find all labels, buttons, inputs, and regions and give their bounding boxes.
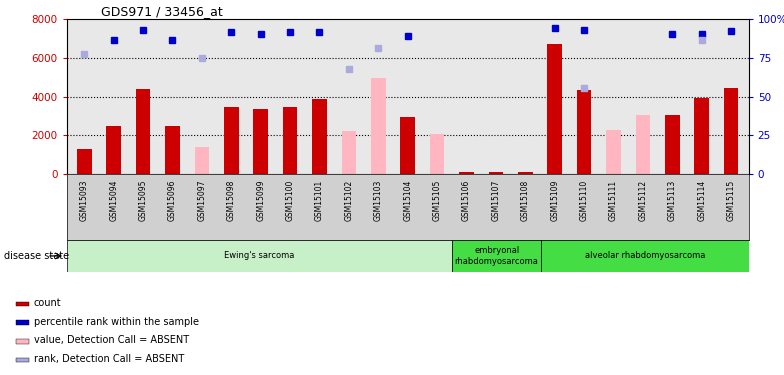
Bar	[606, 130, 621, 174]
Bar	[16, 358, 29, 362]
Bar	[547, 44, 562, 174]
Text: GSM15109: GSM15109	[550, 180, 559, 221]
Text: GSM15113: GSM15113	[668, 180, 677, 221]
Bar	[577, 90, 591, 174]
Bar	[165, 126, 180, 174]
Bar	[136, 89, 151, 174]
Text: GSM15096: GSM15096	[168, 180, 177, 221]
Bar	[16, 320, 29, 325]
Bar	[77, 149, 92, 174]
Bar	[452, 240, 541, 272]
Bar	[488, 172, 503, 174]
Text: GSM15095: GSM15095	[139, 180, 147, 221]
Text: GDS971 / 33456_at: GDS971 / 33456_at	[100, 4, 223, 18]
Bar	[312, 99, 327, 174]
Bar	[430, 135, 445, 174]
Text: Ewing's sarcoma: Ewing's sarcoma	[224, 251, 295, 260]
Bar	[16, 339, 29, 344]
Text: percentile rank within the sample: percentile rank within the sample	[34, 317, 199, 327]
Bar	[695, 98, 709, 174]
Bar	[401, 117, 415, 174]
Bar	[724, 88, 739, 174]
Bar	[224, 107, 238, 174]
Text: GSM15100: GSM15100	[285, 180, 295, 221]
Bar	[518, 172, 532, 174]
Bar	[253, 109, 268, 174]
Text: GSM15094: GSM15094	[109, 180, 118, 221]
Text: GSM15101: GSM15101	[315, 180, 324, 221]
Text: value, Detection Call = ABSENT: value, Detection Call = ABSENT	[34, 336, 189, 345]
Text: count: count	[34, 298, 62, 308]
Text: GSM15102: GSM15102	[344, 180, 354, 221]
Text: GSM15099: GSM15099	[256, 180, 265, 221]
Text: GSM15108: GSM15108	[521, 180, 530, 221]
Text: alveolar rhabdomyosarcoma: alveolar rhabdomyosarcoma	[585, 251, 705, 260]
Text: GSM15104: GSM15104	[403, 180, 412, 221]
Bar	[541, 240, 749, 272]
Text: GSM15106: GSM15106	[462, 180, 471, 221]
Text: GSM15111: GSM15111	[609, 180, 618, 221]
Text: GSM15114: GSM15114	[697, 180, 706, 221]
Bar	[283, 107, 297, 174]
Text: embryonal
rhabdomyosarcoma: embryonal rhabdomyosarcoma	[455, 246, 539, 266]
Bar	[16, 302, 29, 306]
Text: GSM15105: GSM15105	[433, 180, 441, 221]
Bar	[371, 78, 386, 174]
Text: GSM15097: GSM15097	[198, 180, 206, 221]
Text: GSM15098: GSM15098	[227, 180, 236, 221]
Bar	[665, 115, 680, 174]
Bar	[194, 147, 209, 174]
Text: rank, Detection Call = ABSENT: rank, Detection Call = ABSENT	[34, 354, 184, 364]
Bar	[107, 126, 121, 174]
Bar	[459, 172, 474, 174]
Bar	[636, 115, 650, 174]
Text: GSM15103: GSM15103	[374, 180, 383, 221]
Text: GSM15110: GSM15110	[579, 180, 589, 221]
Text: GSM15107: GSM15107	[492, 180, 500, 221]
Text: disease state: disease state	[4, 251, 69, 261]
Text: GSM15093: GSM15093	[80, 180, 89, 221]
Text: GSM15115: GSM15115	[727, 180, 735, 221]
Text: GSM15112: GSM15112	[638, 180, 648, 221]
Bar	[342, 130, 356, 174]
Bar	[67, 240, 452, 272]
